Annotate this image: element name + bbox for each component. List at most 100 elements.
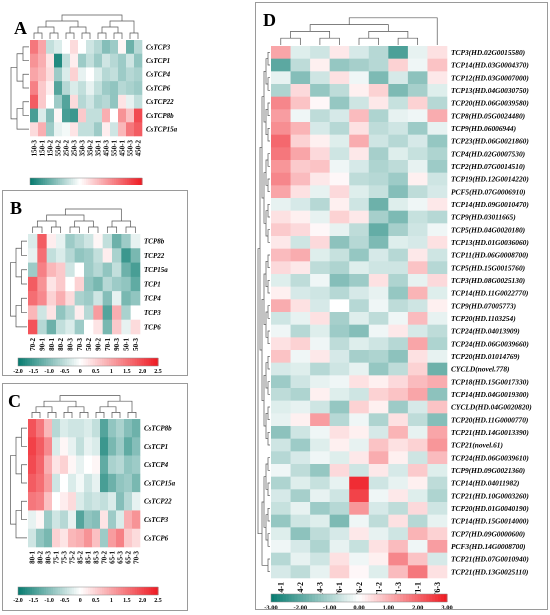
heatmap-cell — [37, 305, 47, 321]
heatmap-cell — [368, 565, 389, 579]
heatmap-cell — [54, 40, 63, 55]
heatmap-cell — [427, 375, 448, 389]
heatmap-cell — [329, 160, 350, 173]
heatmap-cell — [44, 510, 53, 530]
heatmap-cell — [54, 81, 63, 96]
row-label: CYCLD(novel.778) — [451, 365, 510, 374]
heatmap-cell — [271, 400, 291, 414]
color-scale-segment — [151, 587, 154, 595]
heatmap-cell — [290, 375, 311, 389]
heatmap-cell — [116, 492, 125, 511]
heatmap-cell — [407, 236, 428, 249]
heatmap-cell — [329, 565, 350, 579]
heatmap-cell — [407, 198, 428, 211]
heatmap-cell — [290, 261, 311, 275]
row-label: TCP13(HD.04G0030750) — [451, 86, 529, 95]
column-label: 150-1 — [38, 140, 46, 157]
row-label: TCP9(HD.03011665) — [451, 213, 516, 222]
row-dendrogram — [257, 248, 262, 535]
heatmap-cell — [56, 262, 66, 278]
heatmap-cell — [368, 198, 389, 211]
heatmap-cell — [349, 172, 370, 186]
color-scale-segment — [114, 178, 117, 185]
heatmap-cell — [38, 40, 47, 55]
heatmap-cell — [329, 426, 350, 439]
heatmap-cell — [310, 375, 330, 389]
heatmap-cell — [28, 455, 37, 475]
heatmap-cell — [28, 419, 37, 438]
color-scale-segment — [356, 594, 360, 602]
color-scale-segment — [35, 178, 38, 185]
heatmap-cell — [368, 502, 389, 515]
heatmap-cell — [62, 81, 71, 96]
heatmap-cell — [407, 248, 428, 262]
heatmap-cell — [407, 426, 428, 439]
color-scale-segment — [18, 358, 21, 366]
panel-label-c: C — [8, 391, 21, 411]
color-scale-segment — [309, 594, 313, 602]
heatmap-cell — [46, 40, 55, 55]
heatmap-cell — [46, 94, 55, 109]
color-scale-segment — [420, 594, 425, 602]
heatmap-cell — [38, 81, 47, 96]
color-scale-segment — [80, 178, 83, 185]
color-scale-segment — [423, 594, 427, 602]
heatmap-cell — [271, 236, 291, 249]
color-scale-segment — [46, 587, 49, 595]
row-label: TCP24(HD.06G0039610) — [451, 453, 529, 462]
heatmap-cell — [368, 172, 389, 186]
column-label: 550-2 — [54, 140, 62, 157]
heatmap-cell — [37, 248, 47, 263]
row-label: TCP21(HD.10G0003260) — [451, 491, 529, 500]
color-scale-segment — [90, 358, 94, 366]
heatmap-cell — [112, 248, 122, 263]
column-label: 75-2 — [68, 551, 76, 564]
heatmap-cell — [271, 489, 291, 503]
heatmap-cell — [271, 198, 291, 211]
row-label: CsTCP15a — [146, 126, 178, 134]
heatmap-cell — [44, 437, 53, 456]
color-scale-segment — [33, 178, 37, 185]
heatmap-cell — [36, 419, 45, 438]
heatmap-cell — [37, 291, 47, 306]
panel-frame-d — [255, 2, 548, 610]
column-label: 85-2 — [76, 551, 84, 564]
row-label: TCP8b — [144, 238, 165, 246]
scale-tick-label: 2.0 — [139, 598, 147, 604]
heatmap-cell — [310, 362, 330, 376]
row-label: TCP5(HD.15G0015760) — [451, 263, 525, 272]
heatmap-cell — [108, 455, 117, 475]
color-scale-segment — [99, 358, 103, 366]
column-label: T6-2 — [355, 582, 364, 598]
row-label: PCF5(HD.07G0006910) — [451, 187, 526, 196]
heatmap-cell — [407, 337, 428, 351]
heatmap-cell — [368, 274, 389, 287]
color-scale-segment — [306, 594, 310, 602]
column-label: 50-3 — [132, 338, 140, 351]
heatmap-cell — [118, 122, 127, 137]
column-label: 250-3 — [70, 140, 78, 157]
row-label: PCF3(HD.14G0008700) — [451, 542, 526, 551]
column-label: 50-2 — [85, 338, 93, 351]
heatmap-cell — [349, 438, 370, 452]
row-label: TCP21(HD.07G0010940) — [451, 555, 529, 564]
heatmap-cell — [121, 319, 131, 335]
column-label: 80-2 — [57, 338, 65, 351]
heatmap-cell — [116, 455, 125, 475]
heatmap-cell — [124, 437, 133, 456]
heatmap-cell — [407, 413, 428, 427]
color-scale-segment — [106, 587, 110, 595]
color-scale-segment — [78, 358, 82, 366]
heatmap-cell — [62, 94, 71, 109]
heatmap-cell — [102, 319, 113, 335]
heatmap-cell — [102, 305, 113, 321]
heatmap-cell — [407, 84, 428, 97]
heatmap-cell — [84, 305, 94, 321]
heatmap-cell — [86, 53, 95, 68]
heatmap-cell — [388, 198, 409, 211]
heatmap-cell — [388, 274, 409, 287]
heatmap-cell — [132, 528, 141, 548]
column-dendrogram — [61, 14, 123, 21]
panel-label-a: A — [14, 18, 27, 38]
heatmap-cell — [368, 426, 389, 439]
